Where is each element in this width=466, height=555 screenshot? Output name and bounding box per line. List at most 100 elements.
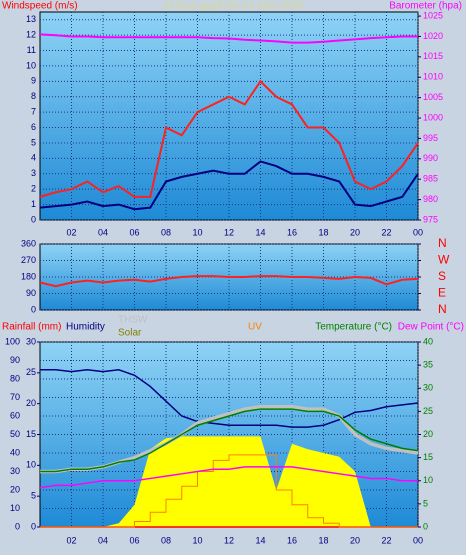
y2-tick-label: 995 [423,133,438,143]
y-tick-label: 0 [31,214,36,224]
y-tick-label: 50 [10,429,20,439]
data-line [39,79,419,198]
y2-tick-label: 30 [423,383,433,393]
x-tick-label: 20 [350,227,360,237]
y-tick-label: 10 [26,60,36,70]
y-tick-label: 90 [26,288,36,298]
plot-area [39,11,419,221]
y3-tick-label: 5 [31,491,36,501]
y3-tick-label: 10 [26,460,36,470]
y-tick-label: 4 [31,153,36,163]
y-tick-label: 70 [10,392,20,402]
y2-tick-label: 40 [423,336,433,346]
x-tick-label: 08 [161,227,171,237]
x-tick-label: 02 [66,227,76,237]
x-tick-label: 06 [129,227,139,237]
y2-axis-label: Barometer (hpa) [389,1,462,12]
y-tick-label: 40 [10,447,20,457]
legend-label: THSW [118,315,148,326]
x-tick-label: 22 [381,535,391,545]
x-tick-label: 22 [381,227,391,237]
y-tick-label: 3 [31,168,36,178]
data-line [39,275,419,288]
x-tick-label: 20 [350,535,360,545]
data-line [40,368,419,428]
x-tick-label: 12 [224,535,234,545]
y-axis-label: Windspeed (m/s) [2,1,78,12]
y2-tick-label: 1005 [423,92,443,102]
y2-tick-label: S [438,269,446,283]
y2-tick-label: 25 [423,406,433,416]
x-tick-label: 10 [192,535,202,545]
x-tick-label: 04 [98,535,108,545]
y2-tick-label: 1010 [423,72,443,82]
y-tick-label: 1 [31,199,36,209]
y-tick-label: 0 [15,521,20,531]
step-line [40,454,418,528]
x-tick-label: 08 [161,535,171,545]
data-line [39,160,419,211]
y-tick-label: 6 [31,122,36,132]
y2-tick-label: N [438,236,447,250]
y3-tick-label: 20 [26,398,36,408]
y-tick-label: 13 [26,14,36,24]
y2-tick-label: N [438,302,447,316]
y3-tick-label: 15 [26,429,36,439]
y-tick-label: 12 [26,29,36,39]
y-tick-label: 8 [31,91,36,101]
y2-tick-label: 1000 [423,112,443,122]
y-tick-label: 11 [27,45,36,55]
x-tick-label: 16 [287,535,297,545]
x-tick-label: 00 [413,227,423,237]
x-tick-label: 14 [255,227,265,237]
y2-tick-label: 980 [423,194,438,204]
x-tick-label: 06 [129,535,139,545]
y-tick-label: 10 [10,503,20,513]
y2-tick-label: 35 [423,360,433,370]
x-tick-label: 12 [224,227,234,237]
y3-tick-label: 30 [26,336,36,346]
data-line [39,466,418,489]
solar-area [40,436,418,527]
y-tick-label: 9 [31,76,36,86]
y-tick-label: 90 [10,355,20,365]
data-line [39,33,418,44]
y2-tick-label: 0 [423,521,428,531]
x-tick-label: 02 [66,535,76,545]
y2-tick-label: 1025 [423,10,443,20]
y2-tick-label: 975 [423,214,438,224]
y2-tick-label: 15 [423,452,433,462]
y2-tick-label: 10 [423,475,433,485]
x-tick-label: 18 [318,535,328,545]
legend-label: UV [248,322,262,333]
x-tick-label: 14 [255,535,265,545]
y-tick-label: 5 [31,137,36,147]
y-tick-label: 2 [31,184,36,194]
y2-tick-label: W [438,253,450,267]
legend-label: Solar [118,328,142,339]
y-tick-label: 80 [10,373,20,383]
y-tick-label: 30 [10,466,20,476]
y2-tick-label: E [438,286,446,300]
y-tick-label: 0 [31,304,36,314]
y-tick-label: 180 [21,271,36,281]
y3-tick-label: 0 [31,521,36,531]
legend-label: Temperature (°C) [315,322,392,333]
y2-tick-label: 5 [423,498,428,508]
legend-label: Dew Point (°C) [398,322,464,333]
y2-tick-label: 990 [423,153,438,163]
y-tick-label: 270 [21,255,36,265]
x-tick-label: 04 [98,227,108,237]
chart-title: 24 hour graph for 13 June 2025 [163,1,304,12]
y-tick-label: 360 [21,238,36,248]
y-tick-label: 60 [10,410,20,420]
data-line [40,408,419,473]
y-tick-label: 20 [10,484,20,494]
x-tick-label: 00 [413,535,423,545]
y2-tick-label: 20 [423,429,433,439]
y-tick-label: 7 [31,107,36,117]
y3-tick-label: 25 [26,367,36,377]
x-tick-label: 16 [287,227,297,237]
x-tick-label: 10 [192,227,202,237]
